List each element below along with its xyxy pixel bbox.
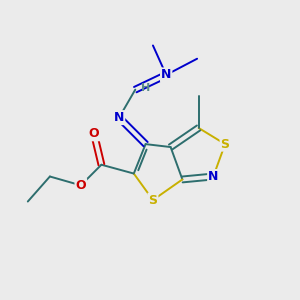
Text: O: O [89,127,99,140]
Text: N: N [161,68,171,81]
Text: S: S [220,138,230,151]
Text: N: N [208,170,218,183]
Text: S: S [148,194,158,207]
Text: O: O [76,179,86,192]
Text: N: N [114,111,124,124]
Text: H: H [141,83,150,93]
